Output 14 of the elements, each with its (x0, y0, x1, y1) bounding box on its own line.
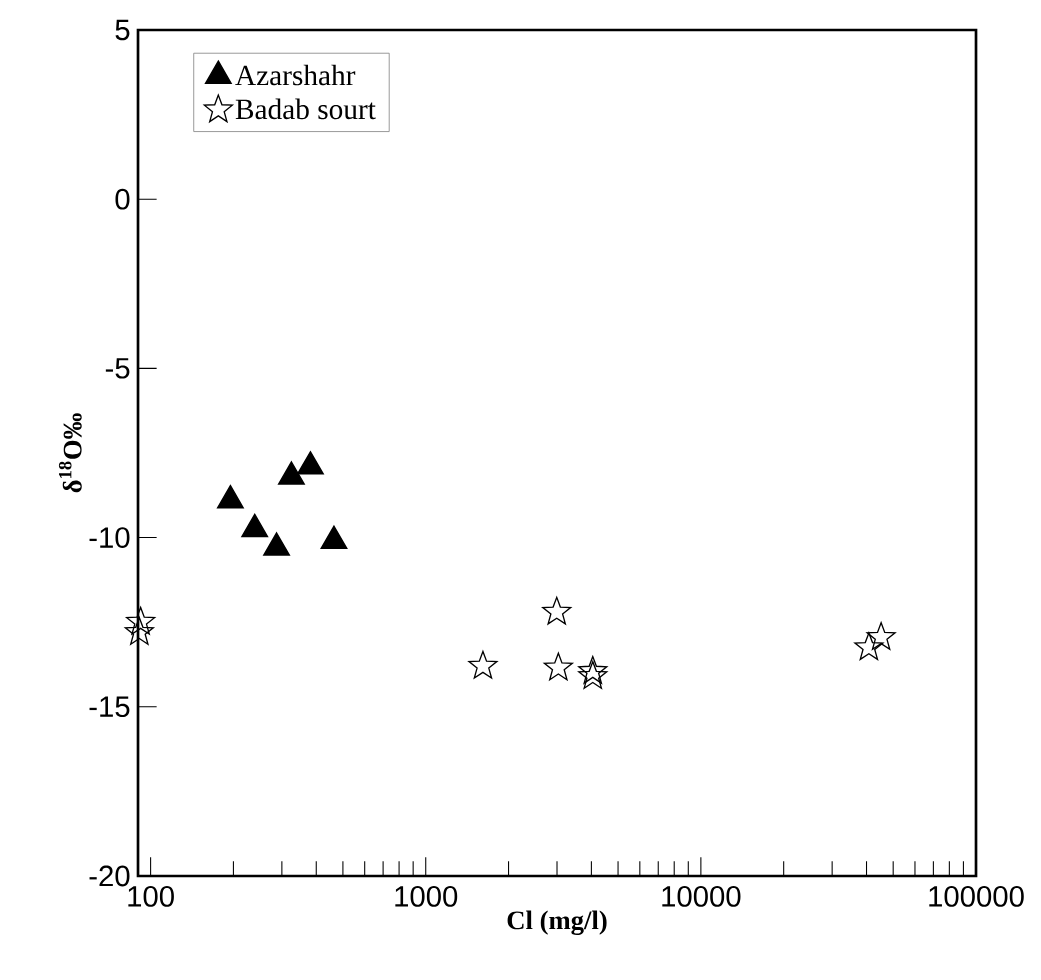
y-tick-label: 5 (115, 19, 130, 41)
legend-label: Badab sourt (235, 98, 376, 120)
x-axis-title: Cl (mg/l) (507, 910, 607, 935)
y-axis-title: δ$^{18}$O‰ (58, 413, 82, 493)
y-tick-label: -5 (105, 358, 130, 379)
y-tick-label: -10 (89, 527, 130, 548)
y-tick-label: 0 (115, 188, 130, 210)
x-tick-label: 100000 (929, 886, 1024, 907)
x-tick-label: 100 (128, 886, 174, 907)
x-tick-label: 10000 (662, 886, 741, 907)
x-tick-label: 1000 (395, 886, 458, 907)
y-tick-label: -20 (89, 865, 130, 887)
legend-label: Azarshahr (235, 64, 356, 86)
y-tick-label: -15 (89, 696, 130, 718)
